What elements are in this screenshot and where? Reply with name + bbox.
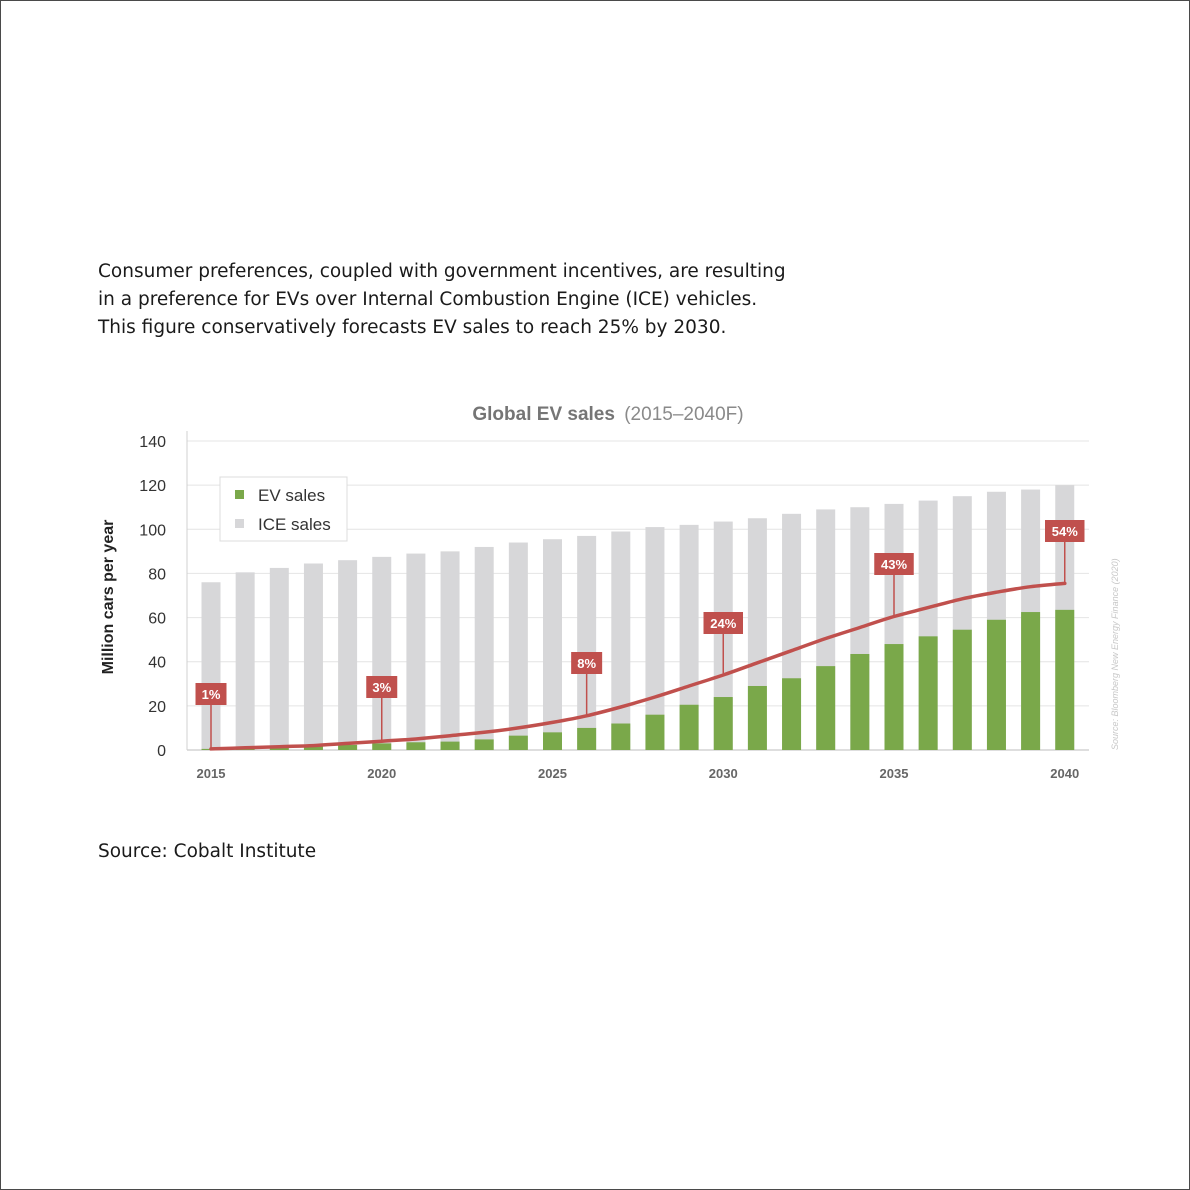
callout-box <box>1045 520 1085 542</box>
ice-bar <box>679 524 699 750</box>
ev-bar <box>372 743 392 750</box>
y-tick-label: 60 <box>148 611 166 628</box>
y-axis-label: Million cars per year <box>100 520 117 675</box>
ice-bar <box>269 567 289 750</box>
x-tick-label: 2020 <box>367 766 396 781</box>
callout-label: 3% <box>372 680 391 695</box>
legend: EV sales ICE sales <box>219 476 348 542</box>
callout-box <box>703 612 743 634</box>
ev-bar <box>850 653 870 750</box>
legend-label-ev: EV sales <box>258 486 325 505</box>
callout-box <box>571 652 603 674</box>
y-tick-label: 140 <box>139 434 166 451</box>
ev-bar <box>440 741 460 750</box>
source-note: Source: Cobalt Institute <box>98 841 317 862</box>
y-tick-label: 120 <box>139 478 166 495</box>
callout-box <box>366 676 398 698</box>
callout-label: 43% <box>881 557 907 572</box>
caption-line: Consumer preferences, coupled with gover… <box>98 261 786 282</box>
chart-subtitle: (2015–2040F) <box>624 404 743 425</box>
share-callouts: 1% 3% 8% 24% 43% 54% <box>195 520 1085 749</box>
ice-bar <box>508 542 528 750</box>
ev-bar <box>1055 609 1075 750</box>
ev-bar <box>577 727 597 750</box>
ev-sales-chart: Global EV sales (2015–2040F) 02040608010… <box>100 404 1120 781</box>
callout-label: 1% <box>202 687 221 702</box>
callout-label: 24% <box>710 616 736 631</box>
callout-box <box>874 553 914 575</box>
legend-label-ice: ICE sales <box>258 515 331 534</box>
callout-label: 54% <box>1052 524 1078 539</box>
caption: Consumer preferences, coupled with gover… <box>98 258 858 342</box>
ev-bar <box>1021 612 1041 750</box>
ev-bar <box>782 678 802 750</box>
ev-bar <box>543 732 562 750</box>
ev-bar <box>474 739 494 750</box>
ice-bar <box>577 535 597 750</box>
ev-bar <box>269 747 289 750</box>
bars <box>201 485 1075 750</box>
y-tick-label: 80 <box>148 566 166 583</box>
y-axis-ticks: 0 20 40 60 80 100 120 140 <box>139 434 166 760</box>
ev-bar <box>816 666 836 750</box>
ice-bar <box>235 572 255 750</box>
ice-bar <box>440 551 460 750</box>
legend-box <box>219 476 348 542</box>
ev-bar <box>918 636 938 750</box>
ev-bar <box>508 735 528 750</box>
x-tick-label: 2035 <box>880 766 909 781</box>
legend-swatch-ice <box>235 519 244 528</box>
ev-share-line <box>209 581 1067 751</box>
ev-bar <box>952 629 972 750</box>
ev-bar <box>884 644 904 750</box>
chart-side-source-note: Source: Bloomberg New Energy Finance (20… <box>1110 558 1120 750</box>
ice-bar <box>543 539 562 750</box>
ev-bar <box>986 619 1006 750</box>
ice-bar <box>338 560 358 750</box>
ev-bar <box>645 714 665 750</box>
ice-bar <box>201 582 221 750</box>
y-tick-label: 0 <box>157 743 166 760</box>
y-tick-label: 100 <box>139 522 166 539</box>
ice-bar <box>474 546 494 750</box>
ev-bar <box>679 704 699 750</box>
ev-bar <box>303 746 323 750</box>
x-tick-label: 2030 <box>709 766 738 781</box>
x-tick-label: 2025 <box>538 766 567 781</box>
caption-line: This figure conservatively forecasts EV … <box>98 317 727 338</box>
x-axis-ticks: 2015 2020 2025 2030 2035 2040 <box>197 766 1080 781</box>
callout-label: 8% <box>577 656 596 671</box>
y-tick-label: 20 <box>148 699 166 716</box>
y-tick-label: 40 <box>148 655 166 672</box>
x-tick-label: 2015 <box>197 766 226 781</box>
caption-line: in a preference for EVs over Internal Co… <box>98 289 758 310</box>
legend-swatch-ev <box>235 490 244 499</box>
x-tick-label: 2040 <box>1050 766 1079 781</box>
chart-title: Global EV sales (2015–2040F) <box>472 404 743 425</box>
ev-bar <box>406 742 426 750</box>
ice-bar <box>303 563 323 750</box>
ice-bar <box>372 556 392 750</box>
ev-bar <box>713 697 733 750</box>
chart-title-main: Global EV sales <box>472 404 615 425</box>
ice-bar <box>611 531 631 750</box>
ev-bar <box>338 744 358 750</box>
callout-box <box>195 683 227 705</box>
ev-bar <box>747 685 767 750</box>
ice-bar <box>406 553 426 750</box>
ev-bar <box>611 723 631 750</box>
